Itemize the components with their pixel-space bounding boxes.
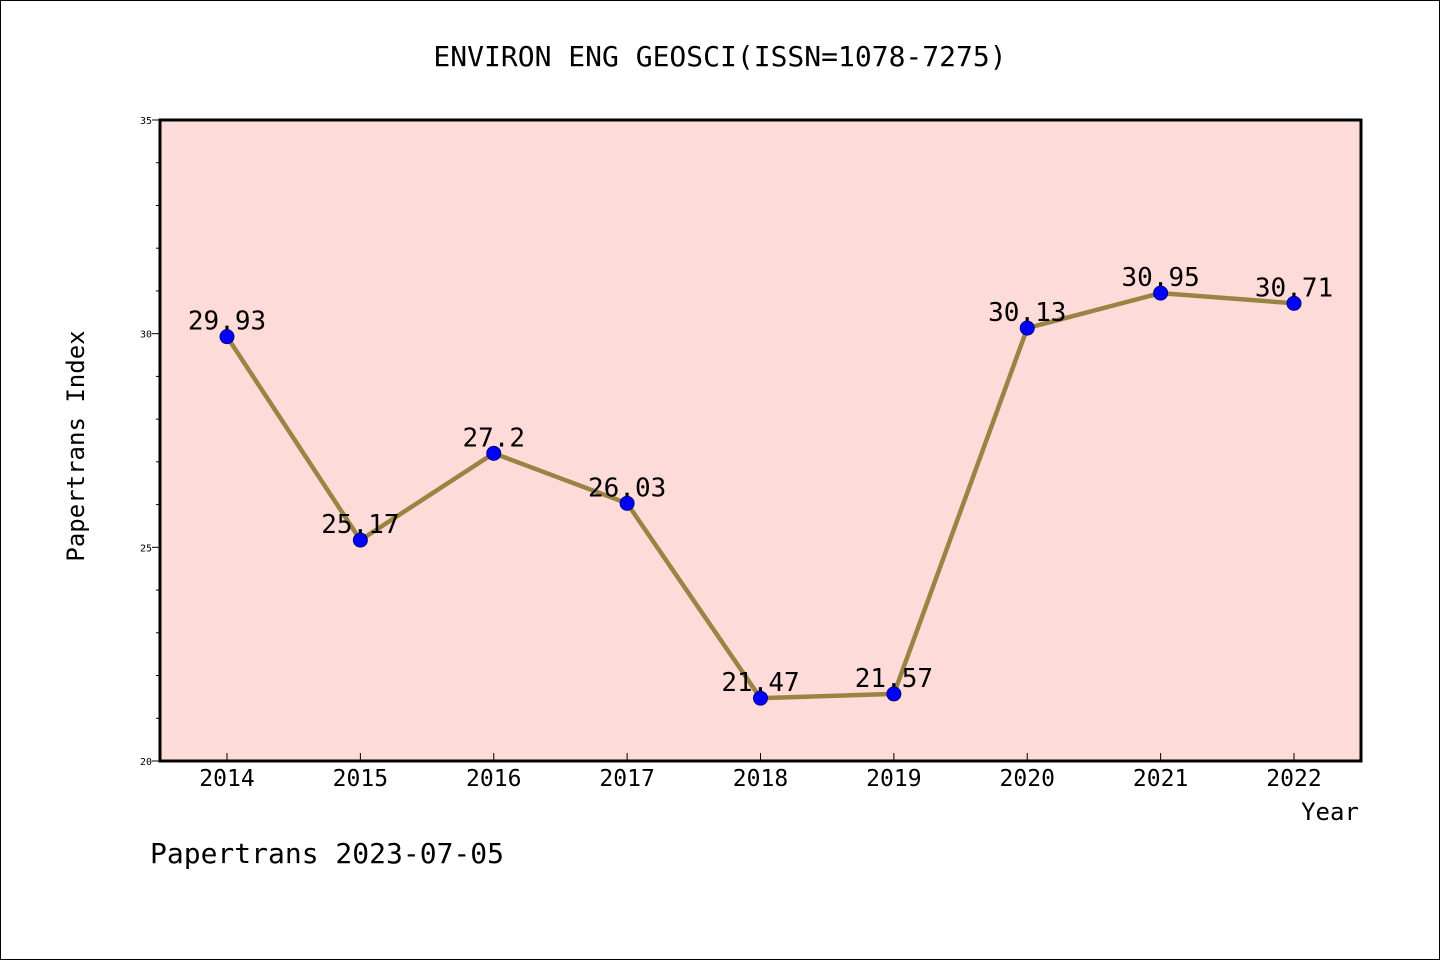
y-tick-label: 35	[140, 116, 152, 127]
x-tick-label: 2021	[1133, 766, 1188, 792]
data-label: 30.95	[1121, 263, 1199, 293]
y-axis-label: Papertrans Index	[62, 330, 90, 561]
data-points	[219, 285, 1302, 706]
data-label: 27.2	[462, 423, 525, 453]
x-tick-label: 2017	[599, 766, 654, 792]
x-tick-label: 2016	[466, 766, 521, 792]
data-label: 21.47	[721, 668, 799, 698]
plot-area	[160, 120, 1361, 761]
data-point	[619, 495, 635, 511]
x-tick-label: 2015	[333, 766, 388, 792]
data-point	[1019, 320, 1035, 336]
data-point	[1286, 295, 1302, 311]
y-tick-label: 20	[140, 757, 152, 768]
data-label: 29.93	[188, 307, 266, 337]
x-tick-label: 2022	[1266, 766, 1321, 792]
y-tick-label: 25	[140, 543, 152, 554]
data-point	[753, 690, 768, 706]
data-point	[886, 686, 902, 702]
x-tick-label: 2014	[199, 766, 254, 792]
data-point	[219, 329, 235, 345]
data-labels: 29.93 25.17 27.2 26.03 21.47 21.57 30.13 30.95 3…	[188, 263, 1333, 698]
x-tick-label: 2018	[733, 766, 788, 792]
data-label: 21.57	[855, 664, 933, 694]
footer-text: Papertrans 2023-07-05	[150, 837, 504, 870]
plot-border	[158, 118, 1363, 763]
y-axis: 20 25 30 35	[140, 116, 160, 768]
y-tick-label: 30	[140, 330, 152, 341]
data-label: 30.71	[1255, 273, 1333, 303]
x-tick-label: 2020	[1000, 766, 1055, 792]
data-label: 25.17	[321, 510, 399, 540]
data-point	[486, 445, 502, 461]
data-point	[352, 532, 368, 548]
x-tick-label: 2019	[866, 766, 921, 792]
data-label: 26.03	[588, 473, 666, 503]
data-label: 30.13	[988, 298, 1066, 328]
data-point	[1153, 285, 1169, 301]
chart-title: ENVIRON ENG GEOSCI(ISSN=1078-7275)	[433, 40, 1006, 73]
x-axis-label: Year	[1301, 798, 1359, 826]
x-axis: 2014 2015 2016 2017 2018 2019 2020 2021 2022	[199, 753, 1322, 792]
